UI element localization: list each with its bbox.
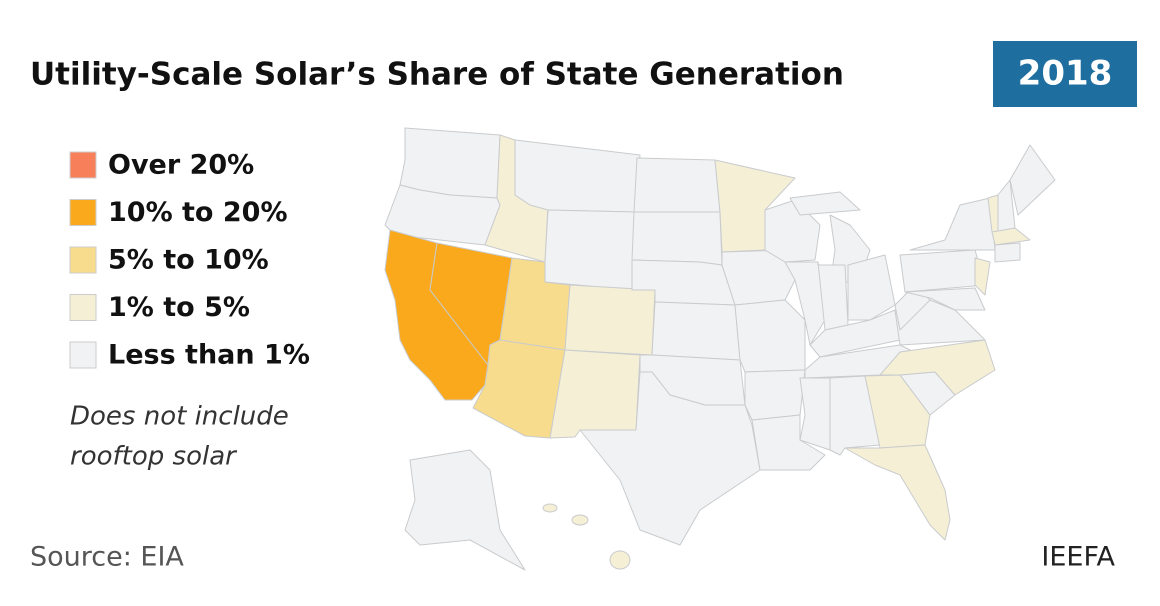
source: Source: EIA	[30, 542, 184, 573]
note-line: Does not include	[70, 402, 289, 432]
legend-label: Over 20%	[108, 150, 254, 181]
legend-swatch	[69, 246, 97, 274]
state	[751, 414, 826, 471]
state	[909, 197, 996, 251]
state	[399, 127, 501, 199]
year: 2018	[1018, 54, 1113, 94]
state	[744, 369, 806, 421]
state	[844, 444, 951, 541]
legend-label: 10% to 20%	[108, 197, 288, 228]
title: Utility-Scale Solar’s Share of State Gen…	[30, 57, 844, 93]
state	[609, 550, 631, 570]
state	[579, 371, 761, 546]
legend-label: Less than 1%	[108, 340, 310, 371]
state	[899, 249, 986, 293]
legend-swatch	[69, 341, 97, 369]
legend-swatch	[69, 294, 97, 321]
legend-label: 1% to 5%	[108, 292, 250, 323]
year-badge	[993, 41, 1137, 107]
state	[734, 299, 806, 373]
state	[799, 377, 831, 451]
state	[633, 157, 721, 213]
state	[571, 514, 589, 526]
state	[651, 301, 741, 361]
note-line: rooftop solar	[70, 442, 238, 472]
state	[514, 139, 641, 213]
map	[384, 127, 1056, 571]
state	[631, 211, 723, 266]
legend-swatch	[69, 151, 97, 179]
brand: IEEFA	[1041, 542, 1115, 573]
state	[1009, 144, 1056, 216]
state	[809, 309, 901, 358]
state	[544, 209, 638, 291]
state	[879, 339, 996, 396]
legend-swatch	[69, 199, 97, 226]
state	[991, 227, 1031, 246]
state	[974, 257, 991, 296]
state	[904, 287, 986, 311]
legend-label: 5% to 10%	[108, 245, 269, 276]
legend: Over 20% 10% to 20% 5% to 10% 1% to 5% Less …	[69, 150, 310, 371]
state	[542, 503, 558, 513]
state	[847, 254, 896, 321]
state	[549, 349, 641, 439]
state	[789, 191, 861, 216]
state	[994, 242, 1021, 263]
state	[404, 449, 526, 571]
state	[564, 284, 656, 356]
